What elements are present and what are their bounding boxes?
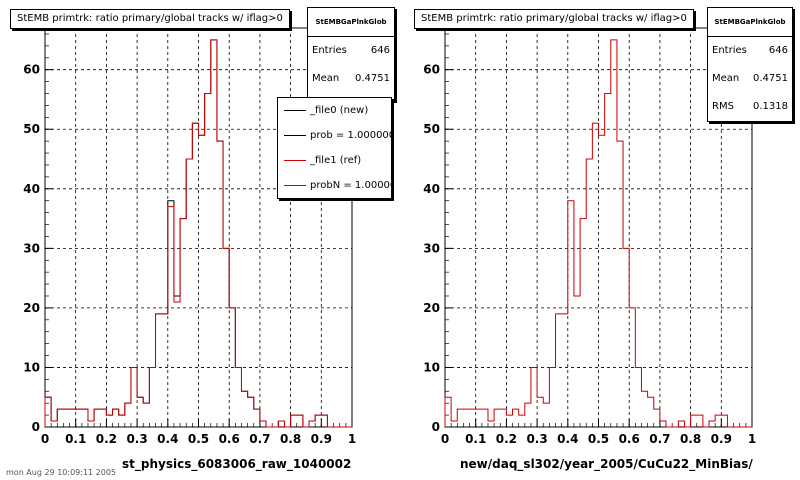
left-x-tick-label: 0.6 (219, 432, 240, 446)
right-y-tick-label: 30 (423, 241, 440, 255)
legend-entry-ref: _file1 (ref) (278, 148, 391, 173)
left-x-tick-label: 0.2 (96, 432, 117, 446)
left-title: StEMB primtrk: ratio primary/global trac… (17, 13, 283, 24)
right-x-tick-label: 0.2 (496, 432, 517, 446)
left-x-axis-title: st_physics_6083006_raw_1040002 (122, 457, 352, 471)
left-x-tick-label: 0.7 (249, 432, 270, 446)
left-y-tick-label: 60 (23, 63, 40, 77)
legend-swatch (284, 185, 306, 186)
right-title-box: StEMB primtrk: ratio primary/global trac… (414, 9, 694, 29)
right-stats-header: StEMBGaPlnkGlob (708, 8, 792, 37)
left-y-tick-label: 10 (23, 360, 40, 374)
right-x-tick-label: 0.3 (526, 432, 547, 446)
left-title-box: StEMB primtrk: ratio primary/global trac… (10, 9, 290, 29)
left-stats-header: StEMBGaPlnkGlob (308, 8, 394, 37)
right-stats-row: Entries 646 (712, 45, 788, 56)
right-stats-box: StEMBGaPlnkGlob Entries 646 Mean 0.4751 … (707, 7, 793, 122)
left-y-tick-label: 40 (23, 182, 40, 196)
left-hist-series--file1-ref- (44, 39, 352, 428)
left-y-tick-label: 0 (32, 420, 40, 434)
legend-swatch (284, 160, 306, 161)
left-x-tick-label: 0.4 (157, 432, 178, 446)
left-x-tick-label: 0.1 (65, 432, 86, 446)
right-x-axis-title: new/daq_sl302/year_2005/CuCu22_MinBias/ (460, 457, 753, 471)
right-stats-row: Mean 0.4751 (712, 73, 788, 84)
left-y-tick-label: 20 (23, 301, 40, 315)
legend-entry-prob: prob = 1.000000 (278, 123, 391, 148)
right-stats-row: RMS 0.1318 (712, 101, 788, 112)
right-y-tick-label: 20 (423, 301, 440, 315)
left-x-tick-label: 1 (348, 432, 356, 446)
right-x-tick-label: 0 (441, 432, 449, 446)
left-stats-row: Mean 0.4751 (312, 73, 390, 84)
left-x-tick-label: 0.9 (311, 432, 332, 446)
left-x-tick-label: 0 (41, 432, 49, 446)
legend-entry-probn: probN = 1.000000 (278, 173, 391, 198)
right-y-tick-label: 60 (423, 63, 440, 77)
right-x-tick-label: 0.9 (711, 432, 732, 446)
right-title: StEMB primtrk: ratio primary/global trac… (421, 13, 687, 24)
footer-timestamp: mon Aug 29 10:09:11 2005 (6, 468, 117, 477)
right-x-tick-label: 1 (748, 432, 756, 446)
right-x-tick-label: 0.8 (680, 432, 701, 446)
left-x-tick-label: 0.5 (188, 432, 209, 446)
legend-swatch (284, 110, 306, 111)
right-hist-series--file1-ref- (444, 39, 752, 428)
left-y-tick-label: 50 (23, 122, 40, 136)
legend-entry-new: _file0 (new) (278, 98, 391, 123)
left-x-tick-label: 0.3 (126, 432, 147, 446)
left-stats-row: Entries 646 (312, 45, 390, 56)
right-x-tick-label: 0.5 (588, 432, 609, 446)
left-stats-box: StEMBGaPlnkGlob Entries 646 Mean 0.4751 (307, 7, 395, 101)
left-y-tick-label: 30 (23, 241, 40, 255)
right-y-tick-label: 10 (423, 360, 440, 374)
right-x-tick-label: 0.4 (557, 432, 578, 446)
right-x-tick-label: 0.6 (619, 432, 640, 446)
right-y-tick-label: 0 (432, 420, 440, 434)
left-legend: _file0 (new) prob = 1.000000 _file1 (ref… (277, 97, 392, 199)
left-x-tick-label: 0.8 (280, 432, 301, 446)
right-x-tick-label: 0.1 (465, 432, 486, 446)
legend-swatch (284, 135, 306, 136)
right-y-tick-label: 50 (423, 122, 440, 136)
right-x-tick-label: 0.7 (649, 432, 670, 446)
right-y-tick-label: 40 (423, 182, 440, 196)
